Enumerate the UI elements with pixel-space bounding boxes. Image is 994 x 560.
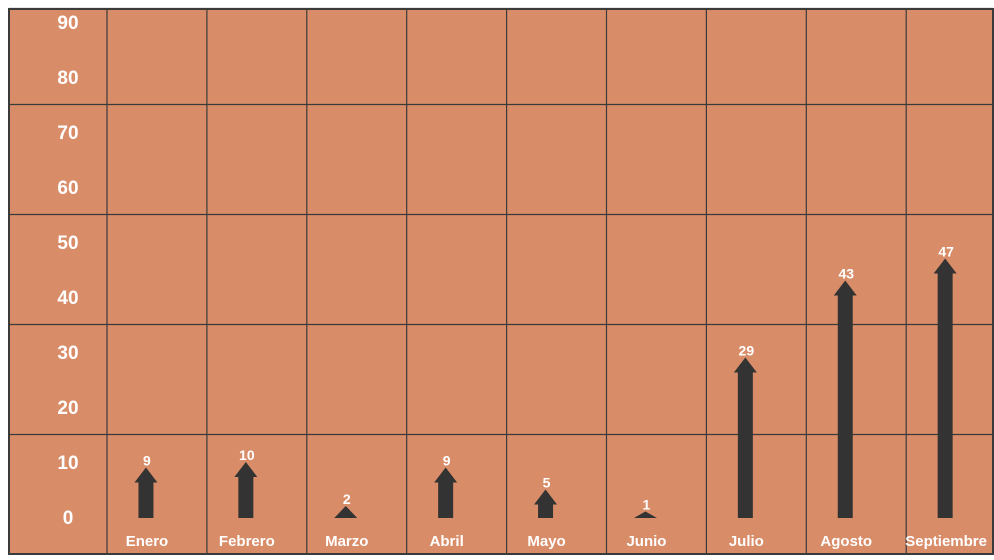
data-label: 9 bbox=[443, 453, 451, 469]
data-label: 43 bbox=[838, 266, 854, 282]
y-tick-label: 50 bbox=[57, 233, 78, 254]
y-tick-label: 20 bbox=[57, 398, 78, 419]
y-tick-label: 0 bbox=[63, 508, 74, 529]
bar-junio bbox=[633, 511, 657, 518]
data-label: 10 bbox=[239, 447, 255, 463]
x-tick-label: Enero bbox=[126, 533, 169, 550]
x-tick-label: Agosto bbox=[820, 533, 872, 550]
y-tick-label: 30 bbox=[57, 343, 78, 364]
x-tick-label: Mayo bbox=[527, 533, 565, 550]
y-tick-label: 80 bbox=[57, 68, 78, 89]
data-label: 1 bbox=[643, 497, 651, 513]
x-tick-label: Septiembre bbox=[905, 533, 987, 550]
data-label: 5 bbox=[543, 475, 551, 491]
data-label: 47 bbox=[938, 244, 954, 260]
y-tick-labels: 0102030405060708090100110120 bbox=[57, 13, 78, 529]
x-tick-labels: Enero Febrero Marzo Abril Mayo Junio Julio Agos… bbox=[126, 533, 987, 550]
y-tick-label: 60 bbox=[57, 178, 78, 199]
y-tick-label: 40 bbox=[57, 288, 78, 309]
data-label: 2 bbox=[343, 491, 351, 507]
bar-abril bbox=[434, 467, 458, 518]
bar-agosto bbox=[833, 280, 857, 518]
y-tick-label: 90 bbox=[57, 13, 78, 34]
x-tick-label: Abril bbox=[430, 533, 464, 550]
bar-julio bbox=[733, 357, 757, 518]
bar-marzo bbox=[334, 506, 358, 518]
bar-enero bbox=[134, 467, 158, 518]
bar-mayo bbox=[534, 489, 558, 518]
data-labels: 910295129434754 bbox=[143, 244, 954, 513]
y-tick-label: 70 bbox=[57, 123, 78, 144]
bar-septiembre bbox=[933, 258, 957, 518]
data-label: 9 bbox=[143, 453, 151, 469]
x-tick-label: Marzo bbox=[325, 533, 368, 550]
x-tick-label: Febrero bbox=[219, 533, 275, 550]
x-tick-label: Julio bbox=[729, 533, 764, 550]
bar-marks bbox=[134, 258, 957, 518]
x-tick-label: Junio bbox=[626, 533, 666, 550]
bar-febrero bbox=[234, 462, 258, 518]
grid-layer bbox=[8, 7, 994, 555]
y-tick-label: 10 bbox=[57, 453, 78, 474]
data-label: 29 bbox=[739, 343, 755, 359]
plot-background bbox=[9, 9, 994, 555]
